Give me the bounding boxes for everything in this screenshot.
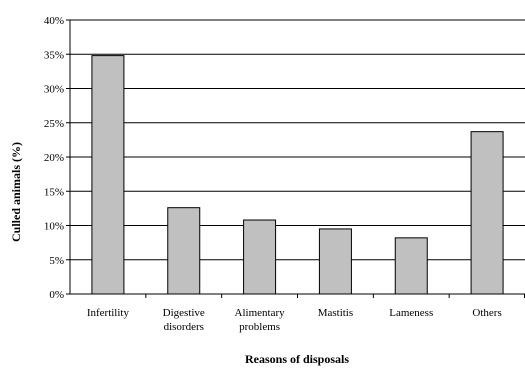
x-tick-label: Lameness (389, 307, 433, 319)
x-axis-title: Reasons of disposals (245, 352, 349, 366)
y-tick-label: 0% (49, 289, 64, 301)
x-tick-label: Alimentary problems (235, 307, 286, 333)
y-tick-label: 35% (44, 49, 64, 61)
y-tick-label: 25% (44, 118, 64, 130)
y-tick-label: 30% (44, 84, 64, 96)
bars (91, 55, 504, 295)
y-tick-label: 40% (44, 15, 64, 27)
x-tick-label: Infertility (87, 307, 130, 319)
x-tick-label: Others (472, 307, 501, 319)
gridlines (66, 19, 525, 295)
y-axis-title: Culled animals (%) (9, 142, 23, 242)
bar (91, 55, 125, 295)
x-tick-labels: Infertility Digestive disorders Alimentary p… (87, 307, 502, 333)
bar (167, 207, 201, 295)
bar (394, 237, 428, 295)
y-tick-label: 20% (44, 152, 64, 164)
bar (470, 131, 504, 295)
x-tick-label: Digestive disorders (163, 307, 205, 333)
axes (69, 20, 525, 298)
y-tick-label: 10% (44, 221, 64, 233)
bar (243, 219, 277, 295)
x-tick-label: Mastitis (318, 307, 353, 319)
y-tick-label: 5% (49, 255, 64, 267)
bar (318, 228, 352, 295)
y-tick-labels: 0% 5% 10% 15% 20% 25% 30% 35% 40% (44, 15, 64, 301)
y-tick-label: 15% (44, 186, 64, 198)
